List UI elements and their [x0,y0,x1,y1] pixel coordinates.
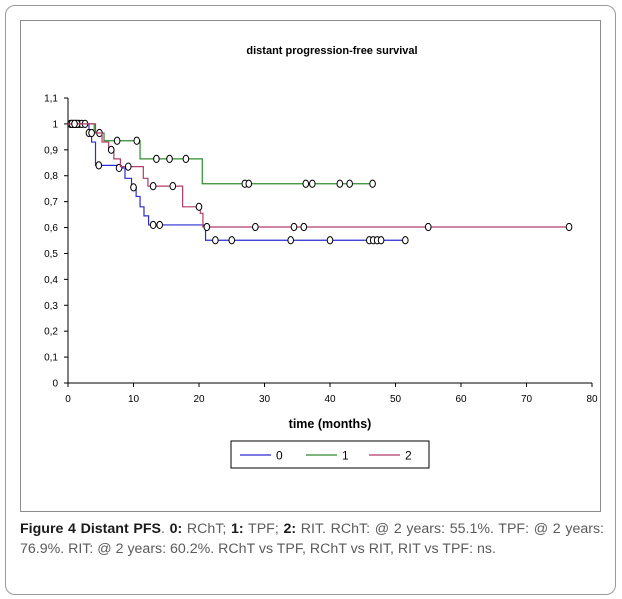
series-1-censor-marker [133,136,141,145]
figure-title: Distant PFS [80,521,161,537]
y-tick-label: 0 [52,379,58,390]
chart-title: distant progression-free survival [246,45,417,57]
y-tick-label: 0,6 [44,223,58,234]
caption-series-0-text: RChT; [182,521,231,537]
y-tick-label: 0,3 [44,301,58,312]
figure-label: Figure 4 [20,521,76,537]
x-tick-label: 60 [455,394,467,405]
series-0-censor-marker [377,236,385,245]
y-tick-label: 0,9 [44,145,58,156]
series-1-censor-marker [346,179,353,188]
x-tick-label: 10 [128,394,140,405]
legend-label-1: 1 [342,449,349,463]
series-2-censor-marker [203,222,211,232]
series-2-censor-marker [424,222,432,232]
series-1-censor-marker [302,179,310,188]
series-0-line [68,123,406,241]
y-tick-label: 0,2 [44,327,58,338]
y-tick-label: 0,7 [44,197,58,208]
x-tick-label: 50 [390,394,402,405]
series-0-censor-marker [228,236,236,245]
series-0-censor-marker [95,161,103,170]
caption-series-2-text: RIT. RChT: @ 2 years: 55.1%. TPF: @ 2 ye… [20,521,604,557]
caption-series-2-key: 2: [283,521,297,537]
caption-series-0-key: 0: [169,521,183,537]
series-2-censor-marker [169,181,177,191]
x-tick-label: 30 [259,394,271,405]
series-0-censor-marker [287,236,295,245]
series-2-censor-marker [252,222,259,232]
survival-chart: distant progression-free survival 0 0,1 0,2… [44,45,598,469]
y-tick-label: 0,8 [44,171,58,182]
series-2-censor-marker [565,222,573,232]
series-0-censor-marker [326,236,334,245]
caption-series-1-key: 1: [231,521,244,537]
x-tick-label: 20 [193,394,205,405]
series-1-line [68,123,373,185]
series-0-censor-marker [130,183,137,192]
x-tick-label: 80 [586,394,598,405]
series-1-censor-marker [153,154,160,163]
series-2-line [68,123,570,228]
series-2-censor-marker [300,222,308,232]
series-0-censor-marker [402,236,409,245]
series-1-censor-marker [182,154,190,163]
caption-series-1-text: TPF; [243,521,284,537]
series-2-censor-marker [195,202,203,211]
series-1-censor-marker [245,179,253,188]
x-tick-label: 0 [65,394,71,405]
y-tick-label: 1,1 [44,94,58,105]
series-0-censor-marker [212,236,219,245]
y-tick-label: 0,5 [44,249,58,260]
y-tick-label: 1 [52,119,58,130]
x-tick-label: 70 [521,394,533,405]
y-tick-label: 0,1 [44,353,58,364]
series-2-censor-marker [71,119,78,129]
series-1-censor-marker [113,136,121,145]
series-2-censor-marker [149,181,157,191]
series-1-censor-marker [369,179,376,188]
series-1-censor-marker [166,154,173,163]
series-2-censor-marker [107,145,115,154]
x-axis-label: time (months) [289,417,372,431]
legend-label-2: 2 [405,449,412,463]
figure-caption: Figure 4 Distant PFS. 0: RChT; 1: TPF; 2… [20,521,604,557]
series-0-censor-marker [149,220,157,230]
series-0-censor-marker [156,220,163,230]
series-2-censor-marker [290,222,298,232]
x-tick-label: 40 [324,394,336,405]
chart-area [20,20,601,512]
legend-label-0: 0 [276,449,283,463]
series-2-censor-marker [124,162,132,171]
series-1-censor-marker [309,179,316,188]
series-0-censor-marker [115,163,123,173]
series-2-censor-marker [88,128,95,138]
series-1-censor-marker [336,179,344,188]
y-tick-label: 0,4 [44,275,58,286]
